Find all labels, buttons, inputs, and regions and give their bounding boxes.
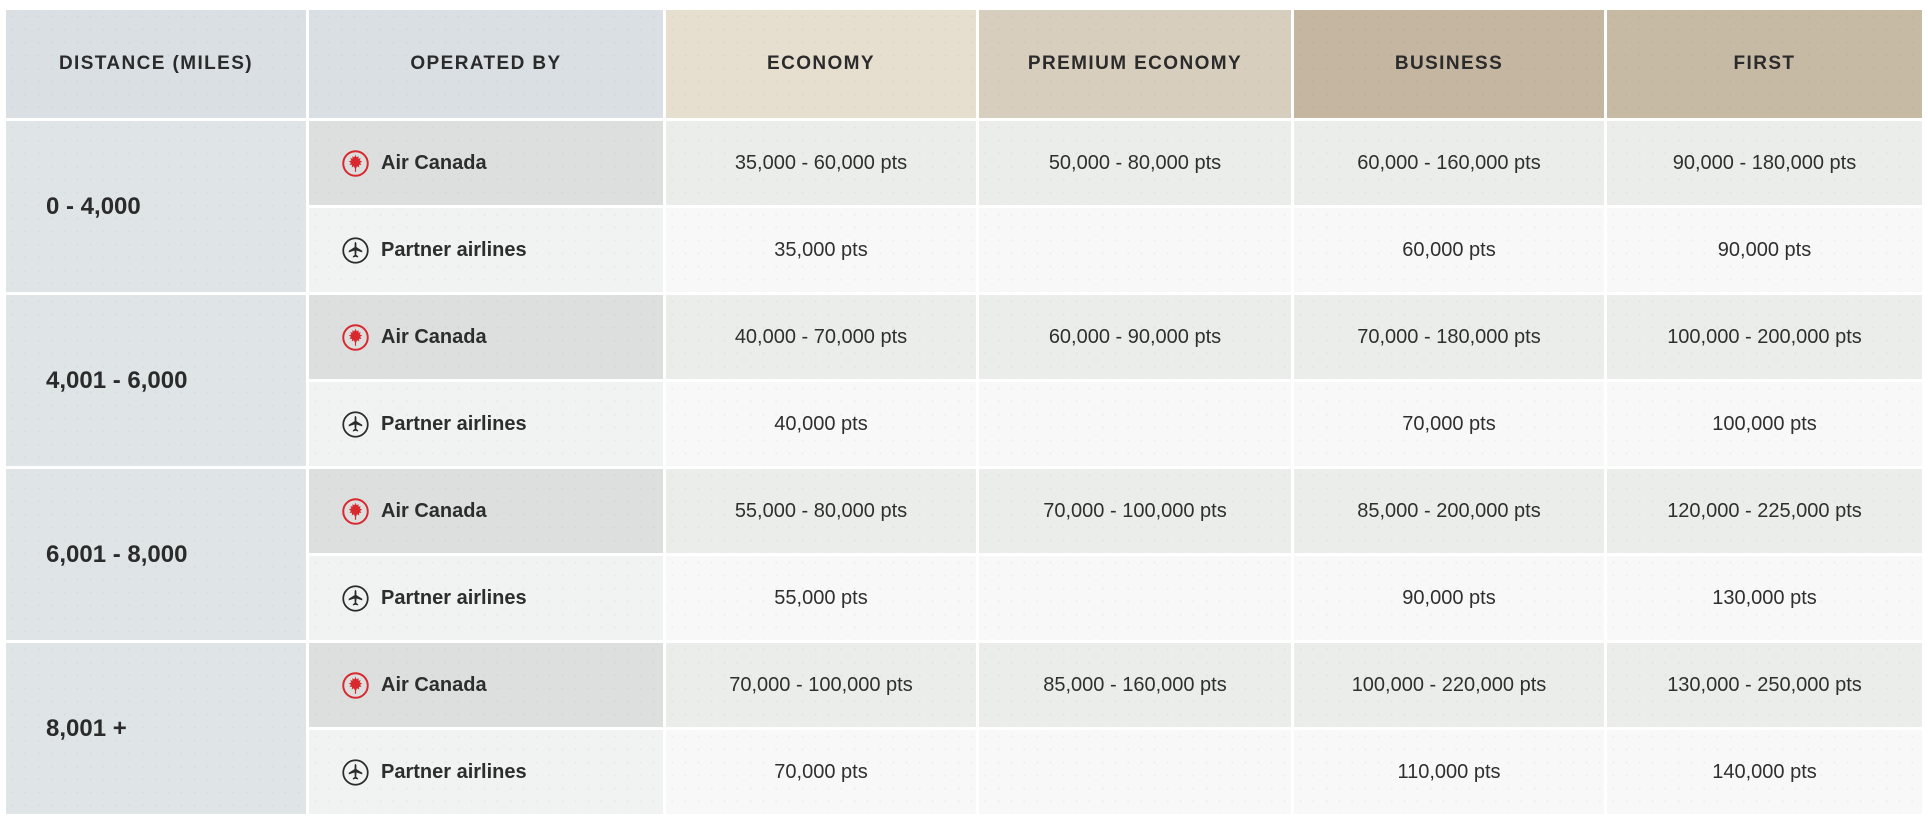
points-cell-first: 130,000 pts: [1607, 556, 1922, 640]
points-cell-economy: 35,000 pts: [666, 208, 976, 292]
points-cell-economy: 70,000 pts: [666, 730, 976, 814]
operator-cell-air-canada: Air Canada: [309, 643, 663, 727]
distance-cell: 8,001 +: [6, 643, 306, 814]
operator-label: Air Canada: [381, 499, 487, 522]
airplane-circle-icon: [342, 410, 369, 438]
operator-label: Air Canada: [381, 151, 487, 174]
distance-cell: 6,001 - 8,000: [6, 469, 306, 640]
points-cell-premium: 50,000 - 80,000 pts: [979, 121, 1291, 205]
points-cell-premium: 85,000 - 160,000 pts: [979, 643, 1291, 727]
column-header-premium-economy: PREMIUM ECONOMY: [979, 10, 1291, 118]
points-cell-business: 70,000 - 180,000 pts: [1294, 295, 1604, 379]
points-cell-business: 100,000 - 220,000 pts: [1294, 643, 1604, 727]
points-cell-business: 70,000 pts: [1294, 382, 1604, 466]
points-cell-premium: [979, 382, 1291, 466]
column-header-distance: DISTANCE (MILES): [6, 10, 306, 118]
points-cell-economy: 35,000 - 60,000 pts: [666, 121, 976, 205]
points-cell-first: 140,000 pts: [1607, 730, 1922, 814]
operator-cell-air-canada: Air Canada: [309, 121, 663, 205]
airplane-circle-icon: [342, 584, 369, 612]
operator-label: Partner airlines: [381, 238, 527, 261]
airplane-circle-icon: [342, 758, 369, 786]
column-header-first: FIRST: [1607, 10, 1922, 118]
points-cell-premium: [979, 556, 1291, 640]
points-cell-business: 60,000 pts: [1294, 208, 1604, 292]
operator-cell-air-canada: Air Canada: [309, 295, 663, 379]
points-cell-first: 120,000 - 225,000 pts: [1607, 469, 1922, 553]
operator-cell-partner-airlines: Partner airlines: [309, 208, 663, 292]
column-header-operated-by: OPERATED BY: [309, 10, 663, 118]
points-cell-first: 130,000 - 250,000 pts: [1607, 643, 1922, 727]
operator-cell-partner-airlines: Partner airlines: [309, 556, 663, 640]
points-cell-first: 100,000 - 200,000 pts: [1607, 295, 1922, 379]
maple-leaf-roundel-icon: [342, 323, 369, 351]
operator-label: Partner airlines: [381, 586, 527, 609]
points-cell-premium: 60,000 - 90,000 pts: [979, 295, 1291, 379]
points-cell-economy: 55,000 - 80,000 pts: [666, 469, 976, 553]
points-cell-economy: 70,000 - 100,000 pts: [666, 643, 976, 727]
column-header-economy: ECONOMY: [666, 10, 976, 118]
points-cell-business: 85,000 - 200,000 pts: [1294, 469, 1604, 553]
operator-label: Air Canada: [381, 325, 487, 348]
points-cell-first: 100,000 pts: [1607, 382, 1922, 466]
points-cell-business: 60,000 - 160,000 pts: [1294, 121, 1604, 205]
points-cell-first: 90,000 pts: [1607, 208, 1922, 292]
points-cell-premium: [979, 208, 1291, 292]
operator-cell-air-canada: Air Canada: [309, 469, 663, 553]
operator-label: Partner airlines: [381, 412, 527, 435]
points-cell-economy: 40,000 - 70,000 pts: [666, 295, 976, 379]
distance-cell: 0 - 4,000: [6, 121, 306, 292]
distance-cell: 4,001 - 6,000: [6, 295, 306, 466]
maple-leaf-roundel-icon: [342, 149, 369, 177]
points-cell-business: 90,000 pts: [1294, 556, 1604, 640]
operator-cell-partner-airlines: Partner airlines: [309, 382, 663, 466]
points-cell-premium: [979, 730, 1291, 814]
operator-label: Air Canada: [381, 673, 487, 696]
award-chart-table: DISTANCE (MILES) OPERATED BY ECONOMY PRE…: [6, 10, 1922, 814]
points-cell-business: 110,000 pts: [1294, 730, 1604, 814]
points-cell-economy: 40,000 pts: [666, 382, 976, 466]
maple-leaf-roundel-icon: [342, 671, 369, 699]
points-cell-first: 90,000 - 180,000 pts: [1607, 121, 1922, 205]
points-cell-premium: 70,000 - 100,000 pts: [979, 469, 1291, 553]
points-cell-economy: 55,000 pts: [666, 556, 976, 640]
operator-cell-partner-airlines: Partner airlines: [309, 730, 663, 814]
maple-leaf-roundel-icon: [342, 497, 369, 525]
column-header-business: BUSINESS: [1294, 10, 1604, 118]
operator-label: Partner airlines: [381, 760, 527, 783]
airplane-circle-icon: [342, 236, 369, 264]
